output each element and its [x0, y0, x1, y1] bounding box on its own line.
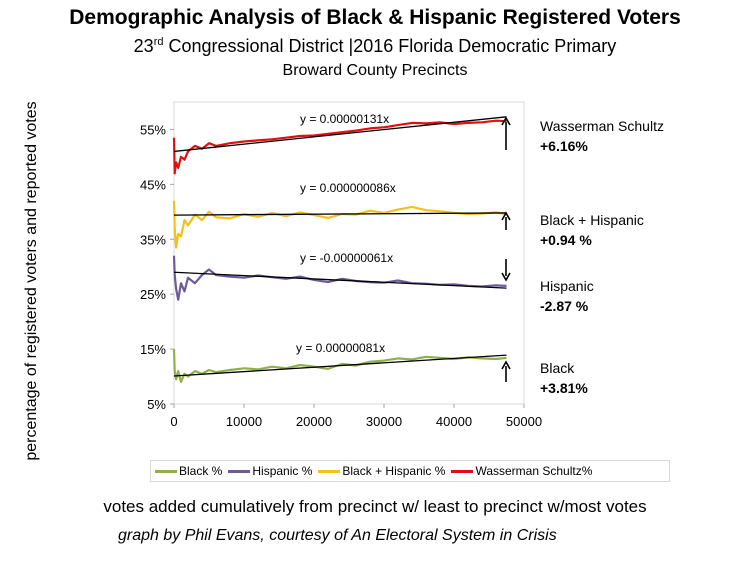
- annotation-hispanic-change: -2.87 %: [540, 298, 589, 314]
- legend-swatch-wasserman: [451, 469, 474, 473]
- legend-swatch-hispanic: [228, 469, 251, 473]
- annotation-black-name: Black: [540, 360, 575, 376]
- trend-equation-black: y = 0.00000081x: [296, 341, 385, 355]
- chart-subtitle: 23rd Congressional District |2016 Florid…: [0, 36, 750, 57]
- chart-legend: Black % Hispanic % Black + Hispanic % Wa…: [150, 460, 670, 482]
- chart-title: Demographic Analysis of Black & Hispanic…: [69, 6, 681, 29]
- legend-label-wasserman: Wasserman Schultz%: [475, 464, 593, 478]
- legend-item-black-hispanic: Black + Hispanic %: [318, 464, 445, 478]
- arrow-up-icon: [501, 360, 511, 370]
- legend-item-wasserman: Wasserman Schultz%: [451, 464, 592, 478]
- x-tick-label: 20000: [296, 414, 332, 429]
- annotation-black-hispanic-name: Black + Hispanic: [540, 212, 644, 228]
- chart-subtitle-2: Broward County Precincts: [282, 62, 468, 79]
- y-tick-label: 35%: [140, 232, 166, 247]
- trendline-wasserman: [173, 116, 507, 153]
- arrow-up-icon: [501, 211, 511, 221]
- plot-area: [173, 101, 525, 405]
- arrow-down-icon: [501, 272, 511, 282]
- annotation-wasserman-change: +6.16%: [540, 138, 588, 154]
- legend-item-black: Black %: [155, 464, 222, 478]
- series-line-black: [172, 349, 507, 384]
- trend-equation-black_hispanic: y = 0.000000086x: [300, 181, 396, 195]
- legend-item-hispanic: Hispanic %: [228, 464, 312, 478]
- trendline-black: [173, 354, 507, 377]
- series-line-wasserman: [172, 119, 507, 175]
- x-tick-label: 10000: [226, 414, 262, 429]
- subtitle-rest: Congressional District |2016 Florida Dem…: [163, 36, 617, 56]
- x-tick-label: 40000: [436, 414, 472, 429]
- annotation-black-change: +3.81%: [540, 380, 588, 396]
- y-tick-label: 5%: [147, 397, 166, 412]
- trend-equation-wasserman: y = 0.00000131x: [300, 112, 389, 126]
- x-tick-label: 0: [170, 414, 177, 429]
- annotation-hispanic-name: Hispanic: [540, 278, 594, 294]
- annotation-wasserman-name: Wasserman Schultz: [540, 118, 664, 134]
- subtitle-ordinal-number: 23: [133, 36, 154, 56]
- arrow-up-icon: [501, 116, 511, 126]
- legend-swatch-black: [155, 469, 177, 473]
- legend-label-hispanic: Hispanic %: [252, 464, 313, 478]
- annotation-black-hispanic-change: +0.94 %: [540, 232, 592, 248]
- y-tick-label: 45%: [140, 177, 166, 192]
- y-tick-label: 15%: [140, 342, 166, 357]
- x-tick-label: 30000: [366, 414, 402, 429]
- series-line-black_hispanic: [172, 200, 507, 249]
- y-tick-label: 25%: [140, 287, 166, 302]
- x-tick-label: 50000: [506, 414, 542, 429]
- trendline-black_hispanic: [173, 212, 507, 216]
- graph-credit: graph by Phil Evans, courtesy of An Elec…: [118, 527, 557, 544]
- x-axis-label: votes added cumulatively from precinct w…: [103, 497, 647, 516]
- legend-label-black-hispanic: Black + Hispanic %: [342, 464, 446, 478]
- subtitle-ordinal-suffix: rd: [153, 36, 164, 48]
- trendline-hispanic: [173, 271, 507, 289]
- legend-label-black: Black %: [179, 464, 223, 478]
- trend-equation-hispanic: y = -0.00000061x: [300, 251, 393, 265]
- y-tick-label: 55%: [140, 122, 166, 137]
- legend-swatch-black-hispanic: [318, 469, 341, 473]
